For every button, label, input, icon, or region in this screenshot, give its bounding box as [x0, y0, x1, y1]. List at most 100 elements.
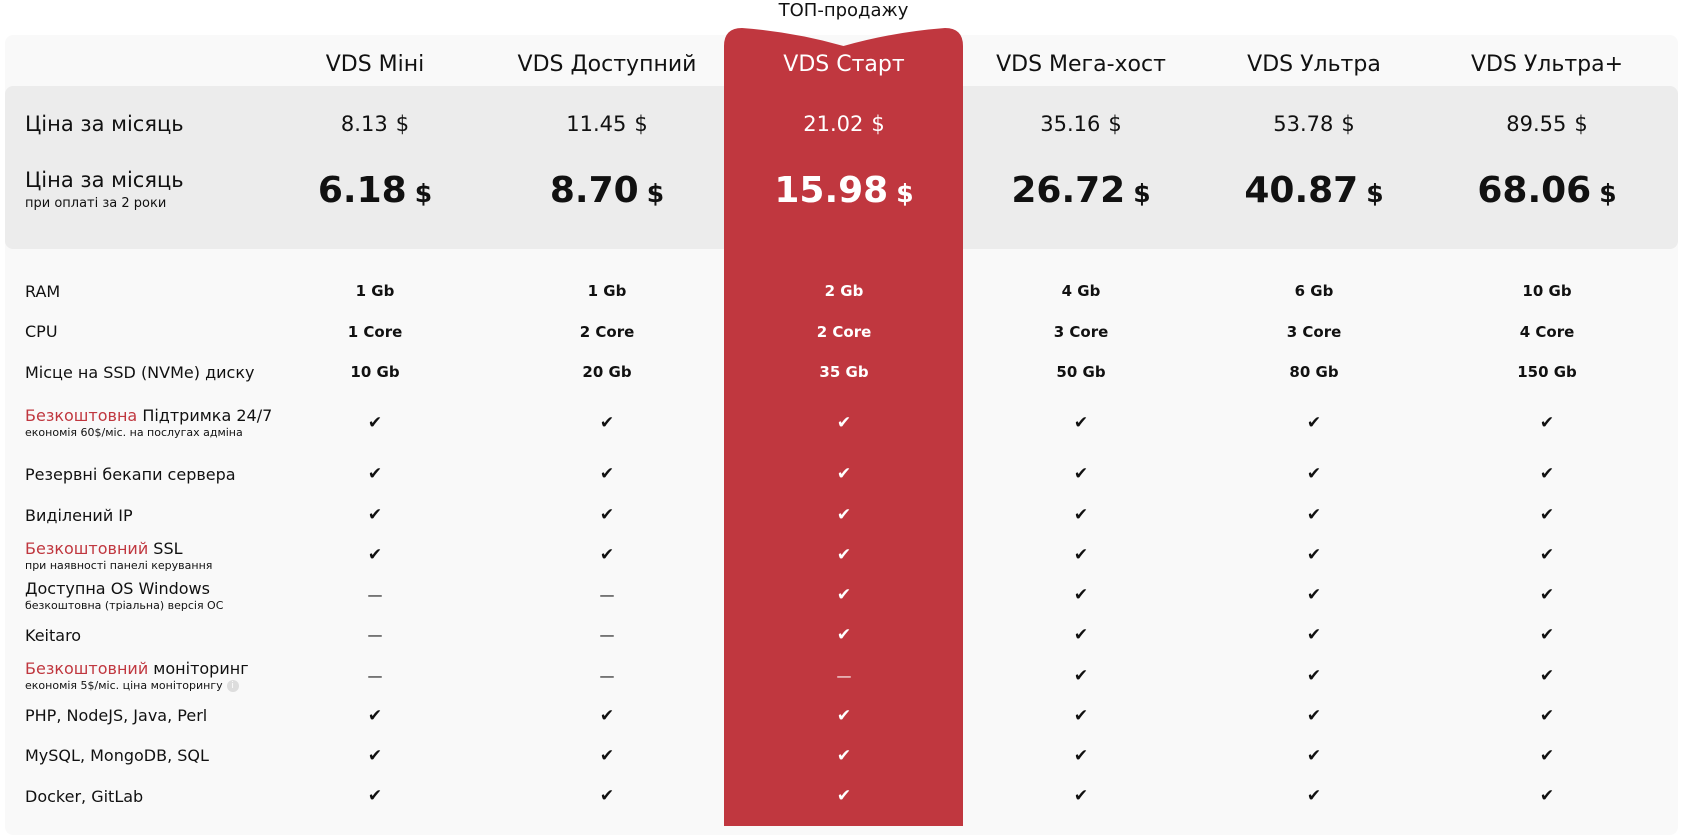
two-year-price: 15.98 $ [728, 170, 960, 211]
monthly-price: 53.78 $ [1198, 112, 1430, 136]
feature-row: RAM 1 Gb 1 Gb 2 Gb 4 Gb 6 Gb 10 Gb [0, 271, 1683, 311]
plan-column: VDS Міні 8.13 $ 6.18 $ [259, 0, 491, 810]
feature-row: Безкоштовний SSL при наявності панелі кер… [0, 535, 1683, 575]
currency: $ [871, 112, 885, 136]
check-icon: ✔ [1539, 625, 1555, 645]
feature-value: 1 Gb [355, 282, 395, 300]
two-year-price: 6.18 $ [259, 170, 491, 211]
check-icon: ✔ [599, 545, 615, 565]
feature-name: RAM [25, 281, 335, 302]
plan-column: VDS Мега-хост 35.16 $ 26.72 $ [965, 0, 1197, 810]
feature-value: 50 Gb [1056, 363, 1106, 381]
plan-name: VDS Ультра+ [1470, 52, 1624, 77]
check-icon: ✔ [367, 412, 383, 433]
feature-value: 3 Core [1053, 322, 1109, 341]
currency: $ [896, 179, 914, 208]
feature-note: при наявності панелі керування [25, 559, 335, 573]
check-icon: ✔ [599, 705, 615, 726]
feature-value: 4 Core [1519, 322, 1575, 341]
feature-name: Доступна OS Windows безкоштовна (тріальна… [25, 578, 335, 613]
monthly-price: 11.45 $ [491, 112, 723, 136]
check-icon: ✔ [367, 545, 383, 565]
check-icon: ✔ [1539, 745, 1555, 766]
currency: $ [1599, 179, 1617, 208]
feature-row: Резервні бекапи сервера ✔ ✔ ✔ ✔ ✔ ✔ [0, 453, 1683, 495]
feature-value: 10 Gb [350, 363, 400, 381]
dash-icon: — [599, 586, 615, 604]
feature-name: PHP, NodeJS, Java, Perl [25, 705, 335, 726]
feature-value: 20 Gb [582, 363, 632, 381]
feature-text: RAM [25, 281, 61, 301]
feature-row: Безкоштовна Підтримка 24/7 економія 60$/м… [0, 392, 1683, 453]
currency: $ [1341, 112, 1355, 136]
price-value: 8.13 [340, 112, 388, 136]
feature-name: Безкоштовна Підтримка 24/7 економія 60$/м… [25, 405, 335, 440]
feature-value: 1 Gb [587, 282, 627, 300]
check-icon: ✔ [1306, 625, 1322, 645]
currency: $ [1133, 179, 1151, 208]
monthly-price: 8.13 $ [259, 112, 491, 136]
plan-name: VDS Ультра [1247, 52, 1381, 77]
feature-text: Резервні бекапи сервера [25, 464, 236, 484]
check-icon: ✔ [599, 464, 615, 484]
dash-icon: — [367, 586, 383, 604]
two-year-price: 68.06 $ [1431, 170, 1663, 211]
feature-text: Docker, GitLab [25, 786, 144, 806]
check-icon: ✔ [1073, 625, 1089, 645]
currency: $ [414, 179, 433, 208]
feature-name: Безкоштовний SSL при наявності панелі кер… [25, 538, 335, 573]
check-icon: ✔ [836, 505, 852, 525]
check-icon: ✔ [836, 625, 852, 645]
check-icon: ✔ [1306, 786, 1322, 806]
check-icon: ✔ [367, 705, 383, 726]
feature-value: 35 Gb [819, 363, 869, 381]
price2-value: 15.98 [774, 170, 889, 211]
top-seller-badge: ТОП-продажу [778, 0, 909, 21]
feature-name: Keitaro [25, 625, 335, 646]
check-icon: ✔ [367, 464, 383, 484]
check-icon: ✔ [836, 412, 852, 433]
feature-row: Docker, GitLab ✔ ✔ ✔ ✔ ✔ ✔ [0, 776, 1683, 816]
feature-name: MySQL, MongoDB, SQL [25, 745, 335, 766]
check-icon: ✔ [1306, 745, 1322, 766]
check-icon: ✔ [599, 412, 615, 433]
feature-note-text: безкоштовна (тріальна) версія ОС [25, 598, 224, 612]
dash-icon: — [367, 666, 383, 685]
feature-row: Виділений IP ✔ ✔ ✔ ✔ ✔ ✔ [0, 495, 1683, 535]
check-icon: ✔ [1539, 505, 1555, 525]
check-icon: ✔ [1073, 412, 1089, 433]
feature-row: Доступна OS Windows безкоштовна (тріальна… [0, 575, 1683, 615]
check-icon: ✔ [367, 786, 383, 806]
check-icon: ✔ [836, 585, 852, 605]
plan-column: VDS Ультра 53.78 $ 40.87 $ [1198, 0, 1430, 810]
info-icon[interactable]: i [226, 680, 239, 692]
check-icon: ✔ [1073, 665, 1089, 686]
check-icon: ✔ [1073, 464, 1089, 484]
feature-row: Безкоштовний моніторинг економія 5$/міс. … [0, 655, 1683, 696]
feature-value: 6 Gb [1294, 282, 1334, 300]
check-icon: ✔ [836, 464, 852, 484]
two-year-price: 8.70 $ [491, 170, 723, 211]
price2-sub: при оплаті за 2 роки [25, 196, 167, 211]
price2-label: Ціна за місяць при оплаті за 2 роки [25, 168, 184, 211]
feature-note: економія 60$/міс. на послугах адміна [25, 426, 335, 440]
price2-value: 8.70 [549, 170, 639, 211]
plan-name: VDS Міні [325, 52, 425, 77]
feature-name: Docker, GitLab [25, 786, 335, 807]
feature-value: 2 Gb [824, 282, 864, 300]
feature-value: 2 Core [816, 322, 872, 341]
feature-name: Резервні бекапи сервера [25, 464, 335, 485]
check-icon: ✔ [599, 786, 615, 806]
two-year-price: 40.87 $ [1198, 170, 1430, 211]
check-icon: ✔ [1306, 585, 1322, 605]
currency: $ [1574, 112, 1588, 136]
price2-value: 68.06 [1477, 170, 1592, 211]
check-icon: ✔ [836, 745, 852, 766]
plan-name: VDS Старт [783, 52, 905, 77]
feature-note-text: економія 5$/міс. ціна моніторингу [25, 679, 223, 692]
currency: $ [395, 112, 410, 136]
feature-text: моніторинг [148, 659, 249, 678]
check-icon: ✔ [1539, 412, 1555, 433]
price-value: 53.78 [1273, 112, 1334, 136]
check-icon: ✔ [1073, 745, 1089, 766]
